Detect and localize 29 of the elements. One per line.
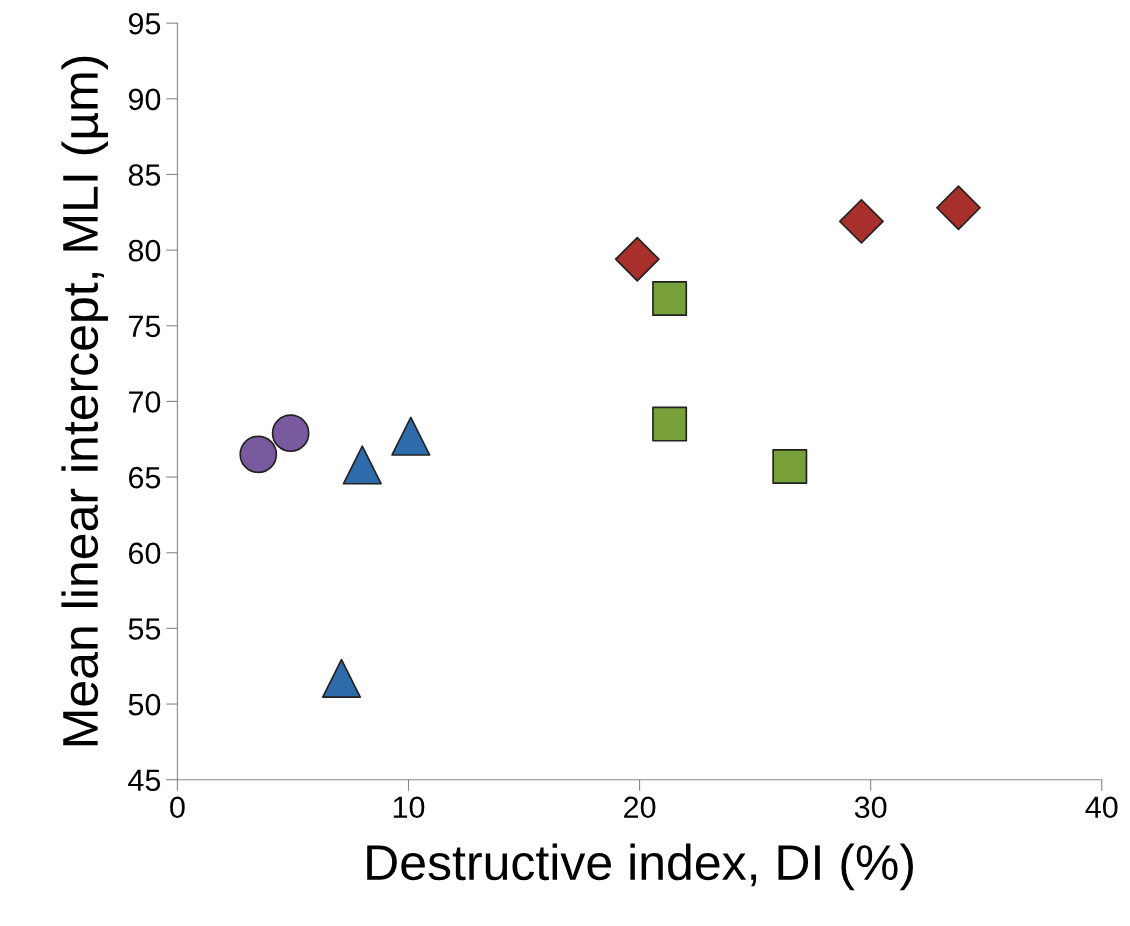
y-tick-label: 80	[128, 239, 161, 262]
y-tick-label: 60	[129, 542, 161, 565]
x-axis-title: Destructive index, DI (%)	[367, 843, 913, 891]
y-tick-label: 90	[128, 88, 161, 111]
point	[936, 185, 981, 231]
y-tick-label: 65	[129, 466, 161, 489]
x-tick-label: 0	[170, 796, 185, 819]
y-tick-label: 95	[128, 12, 161, 35]
point	[391, 416, 431, 456]
x-tick-label: 30	[854, 796, 887, 819]
y-tick-label: 50	[128, 693, 161, 716]
point	[652, 281, 688, 317]
y-tick-label: 85	[128, 164, 161, 186]
y-tick-label: 70	[129, 391, 161, 413]
point	[239, 435, 278, 474]
point	[321, 658, 362, 698]
x-tick-label: 20	[624, 796, 656, 819]
point	[772, 448, 808, 484]
x-tick-label: 10	[393, 796, 425, 819]
y-tick-label: 45	[128, 769, 161, 792]
x-tick-label: 40	[1085, 796, 1118, 819]
point	[271, 414, 310, 453]
point	[614, 236, 660, 282]
y-axis-title: Mean linear intercept, MLI (µm)	[61, 56, 109, 746]
y-tick-label: 75	[129, 315, 161, 338]
point	[838, 198, 884, 244]
point	[342, 445, 382, 485]
y-tick-label: 55	[128, 618, 161, 640]
point	[652, 406, 688, 442]
